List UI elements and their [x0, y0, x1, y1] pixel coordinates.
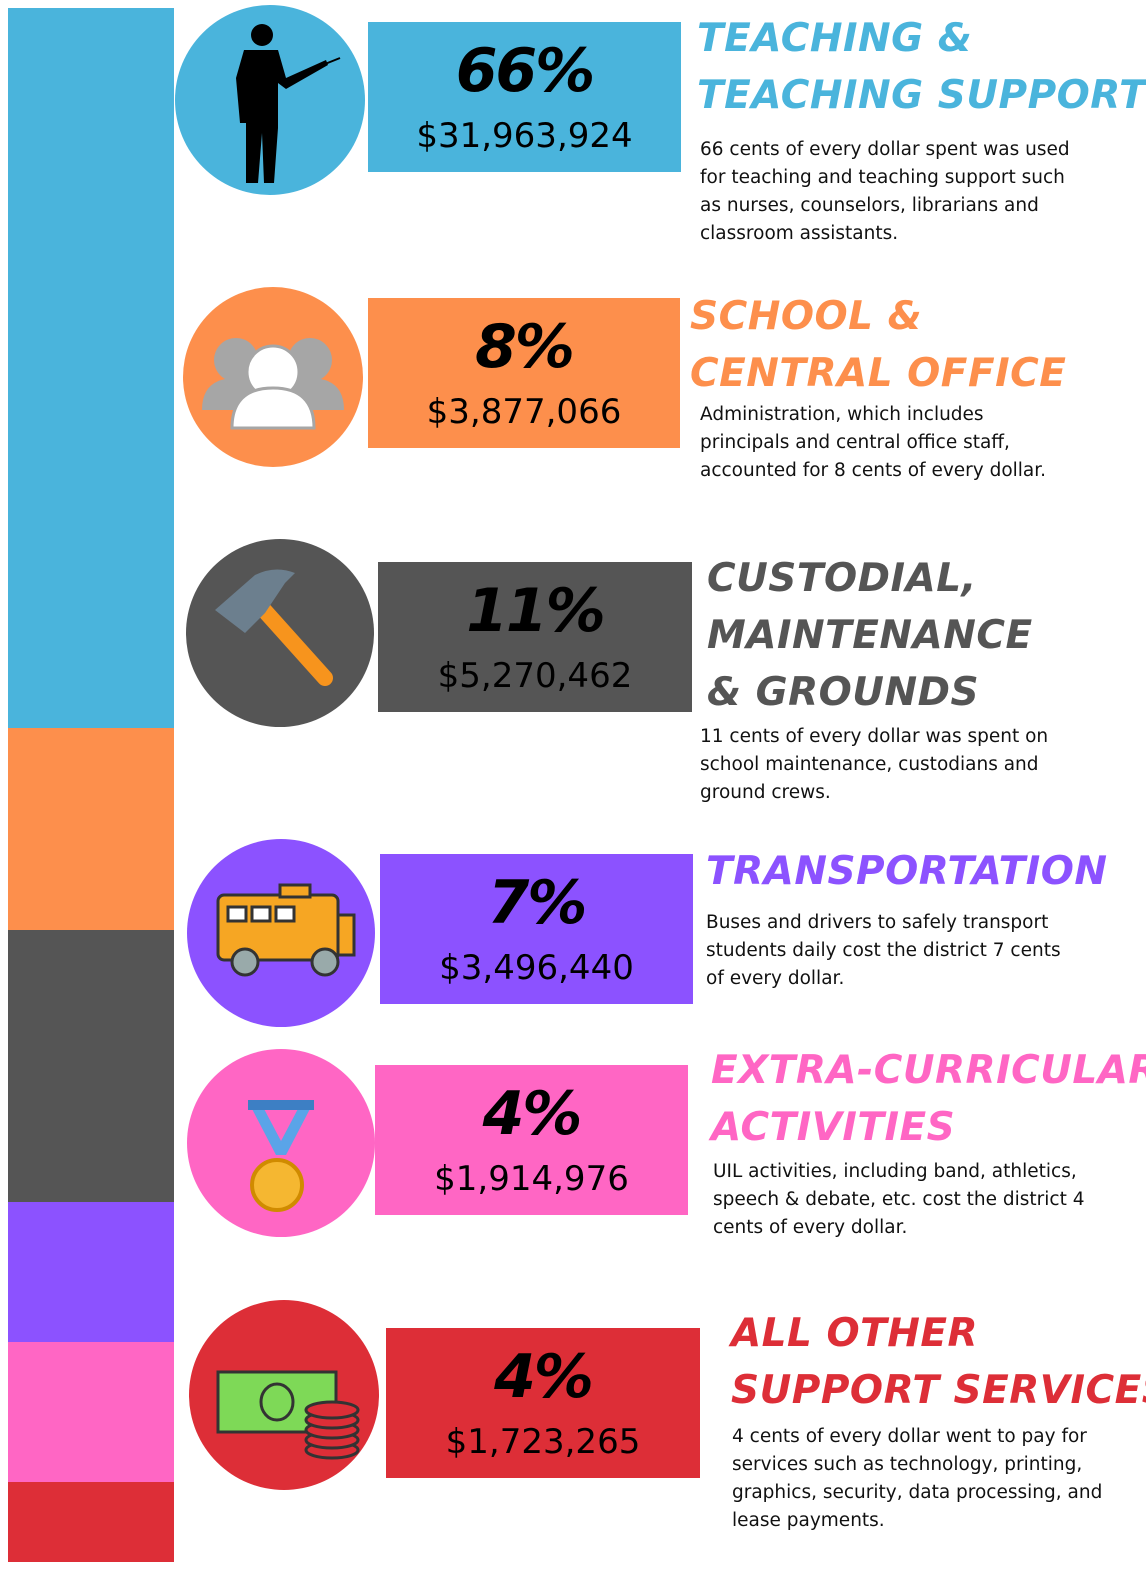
amount: $3,496,440: [439, 948, 634, 988]
amount-box: 8% $3,877,066: [368, 298, 680, 448]
bar-segment: [8, 1202, 174, 1342]
section-title: ALL OTHER: [731, 1311, 979, 1356]
bus-icon: [216, 883, 356, 977]
percent: 7%: [487, 868, 588, 938]
amount: $5,270,462: [437, 656, 633, 696]
percent: 66%: [455, 36, 596, 106]
section-title: CUSTODIAL,: [707, 556, 977, 601]
hammer-icon: [215, 569, 333, 686]
section-title: SCHOOL &: [690, 294, 923, 339]
percent: 4%: [482, 1079, 583, 1149]
bar-segment: [8, 8, 174, 728]
amount: $1,723,265: [445, 1422, 641, 1462]
people-icon: [202, 338, 344, 430]
bar-segment: [8, 1482, 174, 1562]
medal-icon: [248, 1100, 314, 1212]
teacher-icon: [236, 24, 341, 183]
description: 11 cents of every dollar was spent on sc…: [700, 726, 1049, 803]
section-title: TRANSPORTATION: [706, 849, 1108, 894]
amount-box: 7% $3,496,440: [380, 854, 693, 1004]
description: 4 cents of every dollar went to pay for …: [732, 1426, 1103, 1531]
description: 66 cents of every dollar spent was used …: [700, 139, 1070, 244]
description: Buses and drivers to safely transport st…: [706, 912, 1061, 989]
amount: $1,914,976: [434, 1159, 629, 1199]
bar-segment: [8, 728, 174, 930]
section-title: ACTIVITIES: [711, 1105, 956, 1150]
amount-box: 4% $1,914,976: [375, 1065, 688, 1215]
description: Administration, which includes principal…: [700, 404, 1047, 481]
section-title: EXTRA-CURRICULAR: [711, 1048, 1146, 1093]
amount-box: 11% $5,270,462: [378, 562, 692, 712]
amount-box: 4% $1,723,265: [386, 1328, 700, 1478]
section-title: SUPPORT SERVICES: [731, 1368, 1146, 1413]
percent: 8%: [475, 312, 575, 382]
section-title: MAINTENANCE: [707, 613, 1033, 658]
percent: 11%: [466, 576, 606, 646]
section-title: & GROUNDS: [707, 670, 980, 715]
money-icon: [216, 1370, 360, 1460]
amount-box: 66% $31,963,924: [368, 22, 681, 172]
bar-segment: [8, 930, 174, 1202]
amount: $3,877,066: [426, 392, 622, 432]
section-title: TEACHING SUPPORT: [697, 73, 1146, 118]
section-title: CENTRAL OFFICE: [690, 351, 1067, 396]
description: UIL activities, including band, athletic…: [713, 1161, 1085, 1238]
amount: $31,963,924: [416, 116, 633, 156]
percent: 4%: [494, 1342, 594, 1412]
section-title: TEACHING &: [697, 16, 973, 61]
bar-segment: [8, 1342, 174, 1482]
